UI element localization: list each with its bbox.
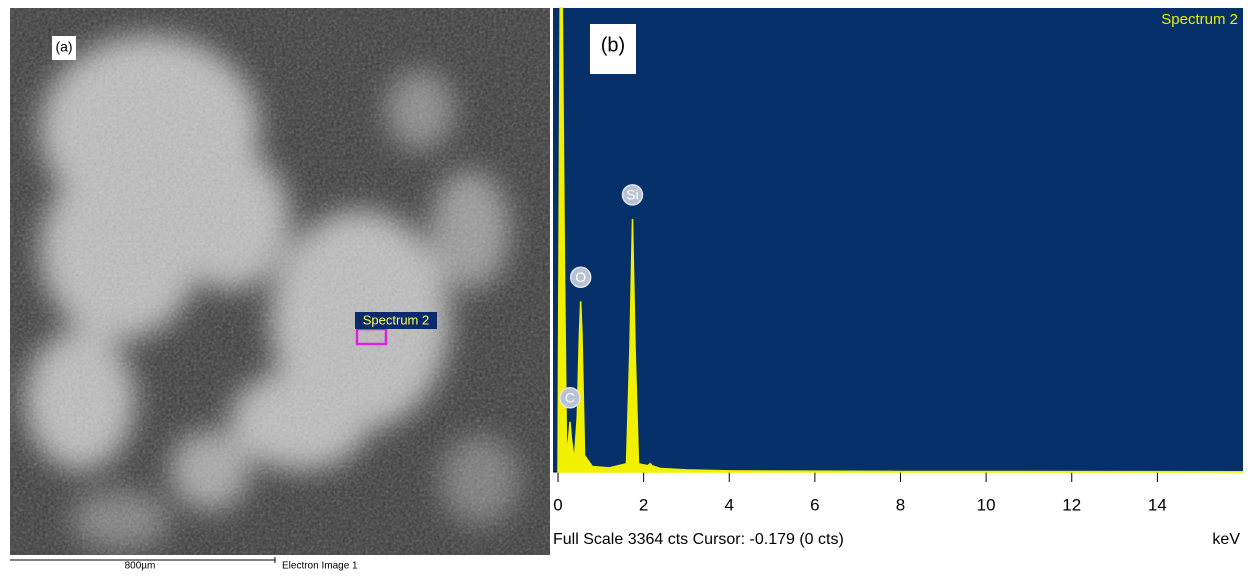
- x-tick-label: 2: [639, 495, 648, 514]
- x-tick-label: 12: [1062, 495, 1081, 514]
- region-label: Spectrum 2: [363, 312, 429, 327]
- plot-area: [553, 8, 1243, 472]
- x-tick-label: 10: [977, 495, 996, 514]
- panel-label: (a): [55, 39, 72, 55]
- peak-label: O: [575, 269, 586, 285]
- x-tick-label: 4: [725, 495, 734, 514]
- peak-label: C: [565, 389, 575, 405]
- figure: (a) Spectrum 2 800µm Electron Image 1 (b…: [0, 0, 1248, 571]
- x-axis-label: keV: [1212, 531, 1240, 548]
- footer: Full Scale 3364 cts Cursor: -0.179 (0 ct…: [553, 531, 844, 548]
- panel-label: (b): [601, 34, 625, 56]
- peak-label: Si: [626, 187, 638, 203]
- spectrum-title: Spectrum 2: [1161, 11, 1238, 28]
- x-tick-label: 6: [810, 495, 819, 514]
- x-tick-label: 14: [1148, 495, 1167, 514]
- x-tick-label: 0: [553, 495, 562, 514]
- sem-image: (a) Spectrum 2: [10, 8, 550, 555]
- scale-bar-label: 800µm: [125, 561, 156, 571]
- image-caption: Electron Image 1: [282, 561, 358, 571]
- x-tick-label: 8: [896, 495, 905, 514]
